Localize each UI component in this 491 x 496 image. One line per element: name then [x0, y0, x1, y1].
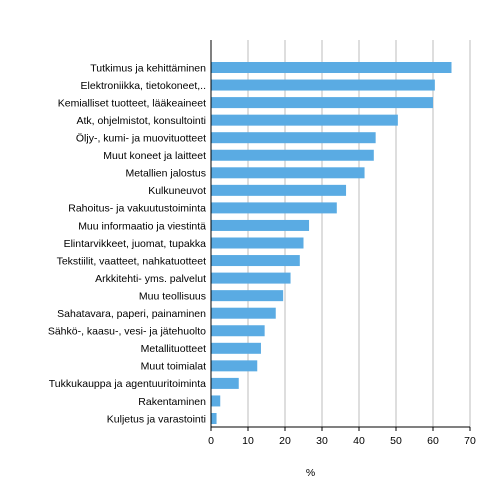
bar	[211, 237, 304, 249]
bar	[211, 325, 265, 337]
category-label: Muut koneet ja laitteet	[103, 150, 206, 162]
category-label: Kuljetus ja varastointi	[107, 413, 206, 425]
x-tick-labels: 0 10 20 30 40 50 60 70	[208, 427, 476, 447]
bar	[211, 290, 284, 302]
bar	[211, 167, 365, 179]
category-label: Sähkö-, kaasu-, vesi- ja jätehuolto	[48, 326, 206, 338]
bar	[211, 97, 433, 109]
bars	[211, 62, 452, 424]
x-tick-label: 40	[353, 435, 365, 447]
category-label: Öljy-, kumi- ja muovituotteet	[76, 133, 206, 145]
bar	[211, 272, 291, 284]
bar	[211, 132, 376, 144]
bar	[211, 184, 347, 196]
bar	[211, 307, 276, 319]
category-label: Rahoitus- ja vakuutustoiminta	[68, 203, 206, 215]
category-label: Muut toimialat	[141, 361, 206, 373]
category-label: Tutkimus ja kehittäminen	[90, 62, 206, 74]
bar	[211, 395, 221, 407]
bar	[211, 149, 374, 161]
category-label: Muu teollisuus	[139, 290, 206, 302]
category-label: Tekstiilit, vaatteet, nahkatuotteet	[57, 255, 207, 267]
bar	[211, 79, 435, 91]
x-tick-label: 30	[316, 435, 328, 447]
bar	[211, 342, 261, 354]
x-tick-label: 0	[208, 435, 214, 447]
category-label: Elintarvikkeet, juomat, tupakka	[64, 238, 207, 250]
bar	[211, 360, 258, 372]
bar	[211, 255, 300, 267]
category-label: Kulkuneuvot	[148, 185, 206, 197]
bar	[211, 219, 310, 231]
category-label: Metallien jalostus	[125, 168, 206, 180]
bar	[211, 62, 452, 73]
category-label: Arkkitehti- yms. palvelut	[95, 273, 206, 285]
x-tick-label: 20	[279, 435, 291, 447]
bar	[211, 413, 217, 424]
category-label: Sahatavara, paperi, painaminen	[57, 308, 206, 320]
category-label: Tukkukauppa ja agentuuritoiminta	[49, 378, 206, 390]
category-label: Atk, ohjelmistot, konsultointi	[76, 115, 206, 127]
category-label: Kemialliset tuotteet, lääkeaineet	[58, 97, 206, 109]
x-tick-label: 60	[427, 435, 439, 447]
bar	[211, 377, 239, 389]
bar	[211, 114, 398, 126]
x-tick-label: 70	[464, 435, 476, 447]
category-label: Metallituotteet	[141, 343, 206, 355]
category-label: Rakentaminen	[138, 396, 206, 408]
x-axis-title: %	[306, 467, 315, 479]
category-label: Muu informaatio ja viestintä	[78, 220, 206, 232]
x-tick-label: 50	[390, 435, 402, 447]
bar	[211, 202, 337, 214]
x-tick-label: 10	[242, 435, 254, 447]
category-labels: Tutkimus ja kehittäminen Elektroniikka, t…	[48, 62, 206, 425]
category-label: Elektroniikka, tietokoneet,..	[81, 80, 206, 92]
